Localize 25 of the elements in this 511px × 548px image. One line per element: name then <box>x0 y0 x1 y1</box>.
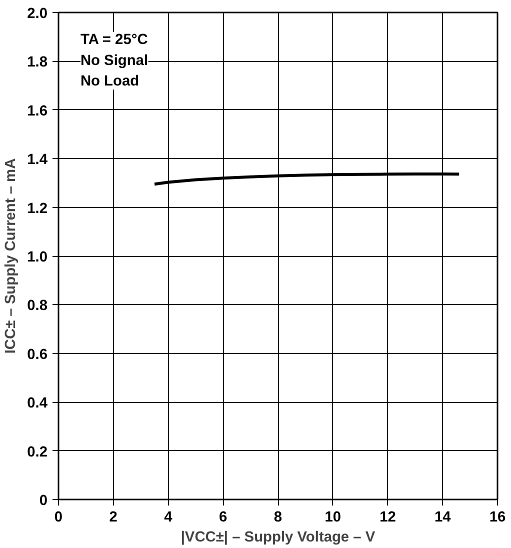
y-tick-label: 0.2 <box>27 444 48 460</box>
y-tick-label: 0.8 <box>27 298 48 314</box>
x-tick-label: 4 <box>164 510 174 526</box>
y-tick-label: 1.0 <box>27 250 48 266</box>
y-tick-label: 0.4 <box>27 396 48 412</box>
x-tick-label: 10 <box>324 510 342 526</box>
y-tick-label: 0 <box>39 493 48 509</box>
y-tick-label: 0.6 <box>27 346 48 363</box>
y-tick-label: 1.2 <box>27 200 48 217</box>
x-tick-label: 2 <box>109 510 118 526</box>
x-tick-label: 14 <box>434 510 452 526</box>
y-tick-label: 2.0 <box>27 6 48 22</box>
x-tick-label: 16 <box>489 510 506 526</box>
x-tick-label: 12 <box>380 510 396 526</box>
annotation: No Load <box>80 74 140 90</box>
x-axis-title: |VCC±| – Supply Voltage – V <box>180 530 376 546</box>
annotation: No Signal <box>80 52 148 69</box>
y-tick-label: 1.4 <box>27 152 48 168</box>
y-axis-title: ICC± – Supply Current – mA <box>3 158 20 354</box>
x-tick-label: 0 <box>54 510 63 526</box>
x-tick-label: 6 <box>219 510 228 526</box>
y-tick-label: 1.8 <box>27 54 48 71</box>
y-tick-label: 1.6 <box>27 103 48 120</box>
x-tick-label: 8 <box>274 510 282 526</box>
annotation: TA = 25°C <box>80 32 148 48</box>
